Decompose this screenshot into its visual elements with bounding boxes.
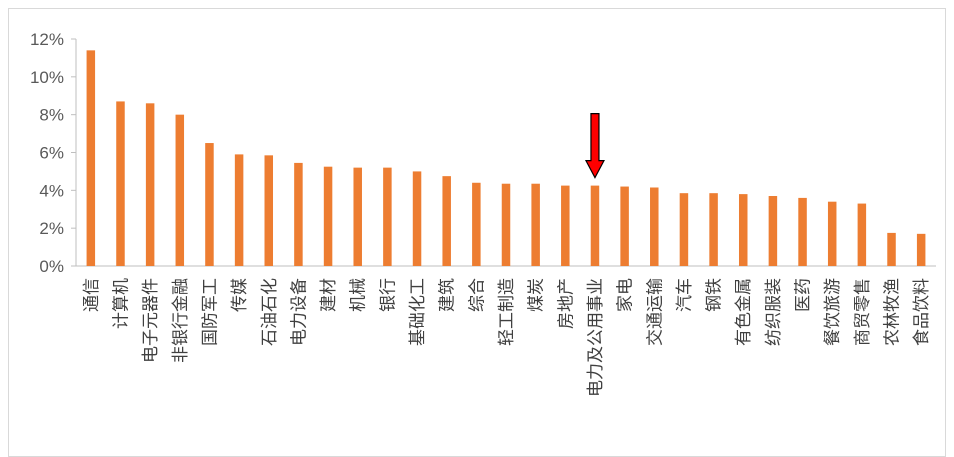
bar xyxy=(679,193,689,266)
bar xyxy=(472,182,481,266)
bar xyxy=(738,194,748,266)
bar xyxy=(86,50,96,266)
category-label: 有色金属 xyxy=(734,278,754,346)
bar xyxy=(650,187,659,266)
bar xyxy=(827,201,837,266)
bar xyxy=(116,101,125,266)
category-label: 传媒 xyxy=(230,278,250,312)
bar xyxy=(561,185,570,266)
category-label: 医药 xyxy=(794,278,814,312)
y-tick-label: 12% xyxy=(30,30,64,49)
category-label: 交通运输 xyxy=(645,278,665,346)
category-label: 纺织服装 xyxy=(764,278,784,346)
category-label: 商贸零售 xyxy=(853,278,873,346)
y-tick-label: 10% xyxy=(30,68,64,87)
category-label: 国防军工 xyxy=(200,278,220,346)
bar xyxy=(887,232,896,266)
category-label: 石油石化 xyxy=(260,278,280,346)
bar xyxy=(264,155,274,266)
bar xyxy=(205,143,214,266)
category-label: 银行 xyxy=(378,278,398,312)
category-label: 非银行金融 xyxy=(171,278,191,363)
category-label: 家电 xyxy=(616,278,636,312)
category-label: 餐饮旅游 xyxy=(823,278,843,346)
bar xyxy=(709,193,718,266)
y-tick-label: 8% xyxy=(39,106,64,125)
bar xyxy=(798,197,807,266)
category-label: 机械 xyxy=(349,278,369,312)
bar xyxy=(234,154,244,266)
bar xyxy=(353,167,362,266)
bar xyxy=(768,196,778,266)
category-label: 电子元器件 xyxy=(141,278,161,363)
bar xyxy=(620,186,629,266)
category-label: 钢铁 xyxy=(705,278,725,312)
bar xyxy=(501,183,511,266)
category-label: 综合 xyxy=(467,278,487,312)
category-label: 电力及公用事业 xyxy=(586,278,606,397)
bar xyxy=(294,162,303,266)
category-label: 计算机 xyxy=(111,278,131,329)
category-label: 煤炭 xyxy=(527,278,547,312)
bar xyxy=(531,183,540,266)
category-label: 建筑 xyxy=(438,278,458,312)
y-tick-label: 2% xyxy=(39,219,64,238)
bar xyxy=(590,185,600,266)
category-label: 电力设备 xyxy=(289,278,309,346)
category-label: 轻工制造 xyxy=(497,278,517,346)
y-tick-label: 0% xyxy=(39,257,64,276)
highlight-arrow-icon xyxy=(584,113,605,179)
category-label: 农林牧渔 xyxy=(883,278,903,346)
category-label: 基础化工 xyxy=(408,278,428,346)
category-label: 通信 xyxy=(82,278,102,312)
category-label: 汽车 xyxy=(675,278,695,312)
y-tick-label: 4% xyxy=(39,181,64,200)
category-label: 食品饮料 xyxy=(912,278,932,346)
bar xyxy=(323,166,333,266)
bar xyxy=(916,233,926,266)
bar xyxy=(857,203,867,266)
category-label: 房地产 xyxy=(556,278,576,329)
y-tick-label: 6% xyxy=(39,144,64,163)
bar xyxy=(175,114,185,267)
category-label: 建材 xyxy=(319,278,339,312)
bar xyxy=(383,167,392,266)
bar xyxy=(145,103,155,266)
bar xyxy=(442,176,451,266)
bar xyxy=(412,171,422,266)
